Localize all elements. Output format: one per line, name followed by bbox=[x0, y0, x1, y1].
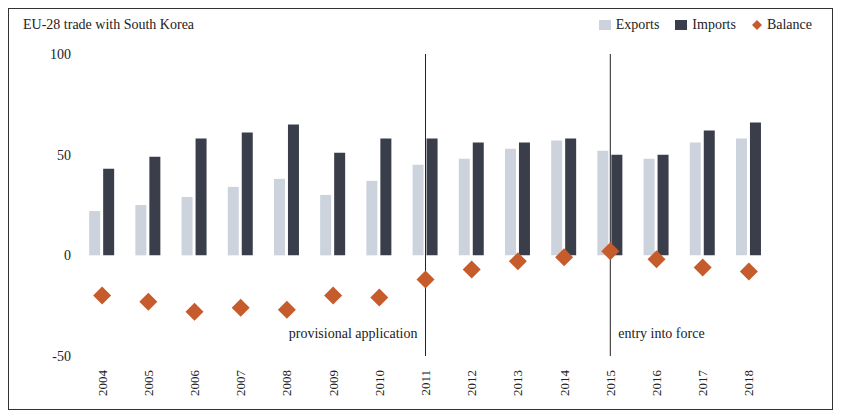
svg-text:2010: 2010 bbox=[372, 370, 387, 396]
html-text:Exports: Exports bbox=[615, 17, 660, 32]
svg-text:2016: 2016 bbox=[649, 370, 664, 397]
svg-text:2012: 2012 bbox=[464, 370, 479, 396]
html-text:Balance: Balance bbox=[766, 17, 812, 32]
svg-text:entry into force: entry into force bbox=[618, 326, 704, 341]
svg-text:0: 0 bbox=[64, 248, 71, 263]
svg-text:2007: 2007 bbox=[233, 370, 248, 397]
svg-text:100: 100 bbox=[50, 47, 71, 62]
html-text:Imports: Imports bbox=[692, 17, 736, 32]
svg-text:2013: 2013 bbox=[510, 370, 525, 396]
svg-text:50: 50 bbox=[57, 148, 71, 163]
svg-text:2018: 2018 bbox=[741, 370, 756, 396]
svg-text:provisional application: provisional application bbox=[289, 326, 418, 341]
svg-text:2014: 2014 bbox=[557, 370, 572, 397]
svg-text:2017: 2017 bbox=[695, 370, 710, 397]
svg-text:2004: 2004 bbox=[95, 370, 110, 397]
svg-text:-50: -50 bbox=[52, 349, 71, 364]
svg-text:2011: 2011 bbox=[418, 370, 433, 396]
svg-text:2009: 2009 bbox=[326, 370, 341, 396]
svg-text:2008: 2008 bbox=[279, 370, 294, 396]
svg-text:2006: 2006 bbox=[187, 370, 202, 397]
html-text:EU-28 trade with South Korea: EU-28 trade with South Korea bbox=[23, 17, 195, 32]
svg-text:2015: 2015 bbox=[603, 370, 618, 396]
svg-text:2005: 2005 bbox=[141, 370, 156, 396]
